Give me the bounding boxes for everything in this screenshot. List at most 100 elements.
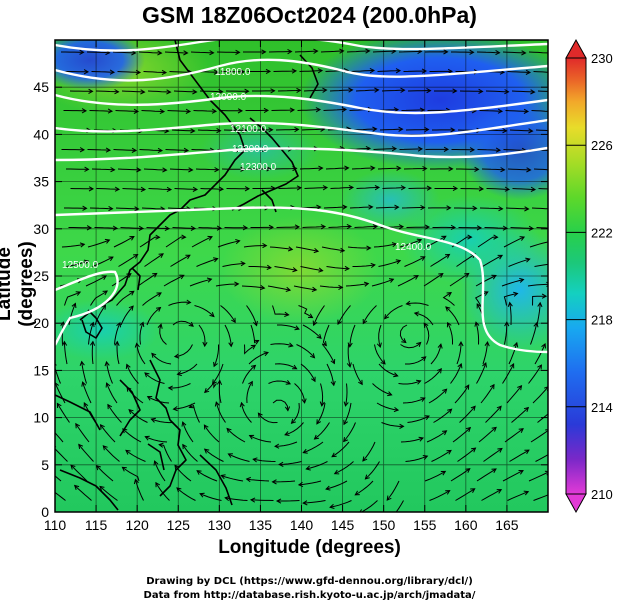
streamline xyxy=(442,292,455,306)
streamline xyxy=(170,254,191,267)
streamline-arrowhead xyxy=(204,388,210,394)
streamline xyxy=(243,245,267,248)
streamline xyxy=(217,240,240,248)
streamline xyxy=(274,266,297,271)
streamline xyxy=(172,227,196,229)
streamline xyxy=(485,90,509,93)
y-axis-label: Latitude (degrees) xyxy=(0,241,37,327)
streamline xyxy=(405,356,427,365)
streamline-arrowhead xyxy=(452,88,458,94)
streamline-arrowhead xyxy=(474,321,480,327)
streamline xyxy=(182,421,194,443)
streamline xyxy=(538,188,548,190)
streamline xyxy=(173,90,197,93)
streamline xyxy=(120,305,134,326)
streamline-arrowhead xyxy=(157,147,164,154)
streamline xyxy=(302,324,322,339)
streamline xyxy=(196,470,218,482)
streamline-arrowhead xyxy=(218,88,224,95)
streamline xyxy=(258,412,278,424)
streamline-arrowhead xyxy=(186,299,192,305)
streamline xyxy=(146,307,161,326)
streamline xyxy=(532,295,547,306)
streamline-arrowhead xyxy=(450,224,457,231)
streamline-arrowhead xyxy=(128,305,134,311)
streamline-arrowhead xyxy=(550,408,554,412)
streamline-arrowhead xyxy=(164,225,171,232)
streamline xyxy=(88,322,94,345)
credit-drawing: Drawing by DCL (https://www.gfd-dennou.o… xyxy=(146,576,473,587)
streamline-arrowhead xyxy=(83,402,89,408)
streamline xyxy=(246,381,253,404)
streamline xyxy=(275,128,299,131)
streamline xyxy=(326,363,335,386)
streamline xyxy=(474,291,489,306)
streamline xyxy=(303,500,326,504)
streamline-arrowhead xyxy=(302,500,308,506)
streamline-arrowhead xyxy=(422,455,429,460)
streamline-arrowhead xyxy=(291,68,298,74)
streamline-arrowhead xyxy=(343,419,348,426)
streamline xyxy=(278,187,302,189)
streamline xyxy=(355,480,374,496)
streamline-arrowhead xyxy=(398,126,404,132)
streamline-arrowhead xyxy=(526,167,532,173)
streamline-arrowhead xyxy=(337,319,342,326)
streamline-arrowhead xyxy=(391,242,398,248)
streamline xyxy=(75,423,90,443)
streamline xyxy=(164,51,188,54)
streamline xyxy=(502,51,526,54)
streamline-arrowhead xyxy=(452,185,459,192)
streamline xyxy=(87,239,110,248)
streamline-arrowhead xyxy=(504,89,510,95)
streamline-arrowhead xyxy=(107,108,114,114)
contour-label: 12100.0 xyxy=(230,124,267,135)
streamline-arrowhead xyxy=(213,257,219,263)
x-tick-label: 160 xyxy=(454,517,478,533)
streamline-arrowhead xyxy=(150,417,156,423)
colorbar-tick-label: 222 xyxy=(591,225,613,240)
streamline-arrowhead xyxy=(114,186,121,192)
streamline xyxy=(64,291,81,306)
colorbar-tick-label: 226 xyxy=(591,138,613,153)
streamline xyxy=(139,149,163,152)
streamline xyxy=(477,149,501,151)
streamline xyxy=(91,341,94,365)
streamline-arrowhead xyxy=(525,257,531,263)
streamline xyxy=(378,260,401,267)
streamline-arrowhead xyxy=(129,235,135,241)
streamline-arrowhead xyxy=(214,401,220,407)
streamline xyxy=(401,109,425,111)
streamline-arrowhead xyxy=(325,485,331,491)
streamline-arrowhead xyxy=(446,321,452,328)
streamline-arrowhead xyxy=(316,204,322,210)
y-tick-label: 20 xyxy=(33,315,49,331)
streamline xyxy=(189,278,212,287)
streamline xyxy=(226,428,246,443)
streamline xyxy=(430,344,442,365)
streamline xyxy=(386,480,400,501)
streamline xyxy=(244,344,256,355)
streamline xyxy=(176,487,196,501)
streamline xyxy=(403,70,427,72)
streamline xyxy=(277,500,300,502)
streamline-arrowhead xyxy=(557,187,561,191)
streamline-arrowhead xyxy=(242,225,249,231)
streamline-arrowhead xyxy=(228,342,234,348)
streamline xyxy=(362,305,377,324)
x-tick-label: 155 xyxy=(413,517,437,533)
streamline-arrowhead xyxy=(285,379,292,385)
streamline-arrowhead xyxy=(525,69,532,75)
streamline xyxy=(198,324,206,347)
streamline xyxy=(373,243,397,248)
streamline xyxy=(113,236,135,248)
streamline-arrowhead xyxy=(84,166,90,172)
streamline-arrowhead xyxy=(517,384,523,391)
streamline xyxy=(381,422,404,427)
streamline-arrowhead xyxy=(393,372,399,378)
streamline-arrowhead xyxy=(211,108,218,114)
streamline-arrowhead xyxy=(372,224,379,230)
streamline-arrowhead xyxy=(173,353,180,359)
streamline xyxy=(118,254,138,267)
